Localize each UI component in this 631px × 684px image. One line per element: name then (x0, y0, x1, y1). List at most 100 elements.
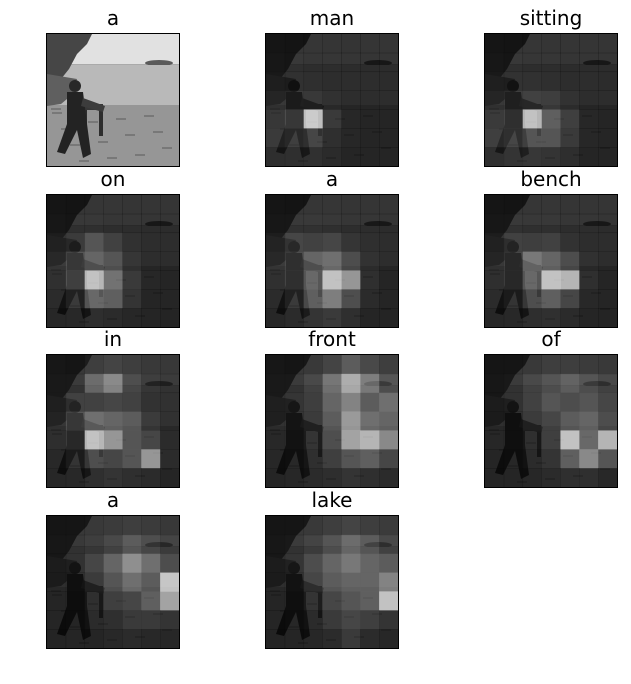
attention-cell (379, 52, 398, 73)
attention-shade (560, 109, 580, 129)
attention-cell (47, 392, 67, 412)
attention-cell (266, 572, 286, 592)
attention-shade (322, 34, 342, 54)
attention-shade (303, 109, 323, 129)
attention-shade (47, 289, 67, 309)
attention-shade (579, 109, 599, 129)
attention-cell (560, 71, 580, 91)
attention-map (46, 515, 180, 649)
attention-cell (322, 534, 342, 555)
attention-shade (379, 430, 398, 450)
panel-title: in (103, 327, 123, 351)
attention-shade (485, 289, 505, 309)
attention-shade (103, 629, 123, 648)
attention-shade (522, 468, 542, 487)
attention-shade (341, 468, 361, 487)
attention-cell (84, 610, 104, 630)
attention-cell (103, 213, 123, 234)
attention-shade (47, 449, 67, 469)
attention-cell (160, 308, 179, 327)
attention-cell (141, 232, 161, 252)
attention-cell (379, 516, 398, 536)
attention-shade (266, 147, 286, 166)
attention-shade (284, 411, 305, 431)
attention-cell (341, 195, 361, 215)
attention-cell (541, 213, 561, 234)
attention-shade (379, 516, 398, 536)
attention-shade (266, 232, 286, 252)
attention-cell (47, 411, 67, 431)
attention-cell (322, 629, 342, 648)
attention-cell (379, 430, 398, 450)
attention-shade (322, 308, 342, 327)
attention-shade (503, 355, 524, 375)
attention-shade (541, 213, 561, 234)
attention-cell (522, 52, 542, 73)
attention-shade (160, 516, 179, 536)
attention-shade (379, 90, 398, 110)
attention-cell (379, 373, 398, 394)
attention-shade (303, 449, 323, 469)
attention-shade (122, 572, 142, 592)
attention-shade (266, 373, 286, 394)
attention-shade (598, 270, 617, 290)
attention-cell (47, 289, 67, 309)
attention-shade (503, 71, 524, 91)
panel-title: on (100, 167, 126, 191)
attention-cell (266, 629, 286, 648)
attention-cell (360, 553, 380, 573)
attention-shade (379, 128, 398, 148)
attention-cell (598, 147, 617, 166)
attention-cell (47, 251, 67, 271)
attention-shade (485, 430, 505, 450)
attention-cell (541, 71, 561, 91)
attention-shade (303, 591, 323, 611)
attention-shade (160, 534, 179, 555)
attention-cell (379, 411, 398, 431)
panel-title: lake (311, 488, 353, 512)
attention-cell (84, 213, 104, 234)
attention-shade (579, 71, 599, 91)
attention-shade (303, 308, 323, 327)
attention-shade (303, 534, 323, 555)
attention-shade (522, 52, 542, 73)
attention-shade (360, 71, 380, 91)
attention-cell (322, 430, 342, 450)
attention-shade (284, 128, 305, 148)
attention-cell (303, 534, 323, 555)
attention-cell (266, 270, 286, 290)
attention-shade (560, 195, 580, 215)
attention-shade (141, 270, 161, 290)
attention-cell (65, 232, 86, 252)
attention-cell (266, 109, 286, 129)
attention-cell (360, 591, 380, 611)
attention-shade (341, 90, 361, 110)
attention-cell (541, 52, 561, 73)
attention-cell (322, 572, 342, 592)
attention-cell (341, 411, 361, 431)
attention-cell (503, 449, 524, 469)
attention-cell (303, 468, 323, 487)
attention-cell (303, 270, 323, 290)
attention-cell (84, 629, 104, 648)
attention-cell (284, 534, 305, 555)
attention-cell (360, 289, 380, 309)
attention-shade (541, 392, 561, 412)
attention-shade (379, 308, 398, 327)
attention-cell (160, 534, 179, 555)
attention-shade (503, 308, 524, 327)
attention-shade (47, 355, 67, 375)
attention-shade (47, 392, 67, 412)
attention-shade (360, 34, 380, 54)
attention-cell (522, 308, 542, 327)
attention-cell (65, 213, 86, 234)
attention-shade (160, 591, 179, 611)
attention-shade (503, 468, 524, 487)
attention-shade (47, 308, 67, 327)
attention-shade (160, 232, 179, 252)
attention-cell (65, 289, 86, 309)
attention-cell (65, 572, 86, 592)
attention-shade (379, 591, 398, 611)
attention-shade (579, 411, 599, 431)
attention-shade (360, 52, 380, 73)
